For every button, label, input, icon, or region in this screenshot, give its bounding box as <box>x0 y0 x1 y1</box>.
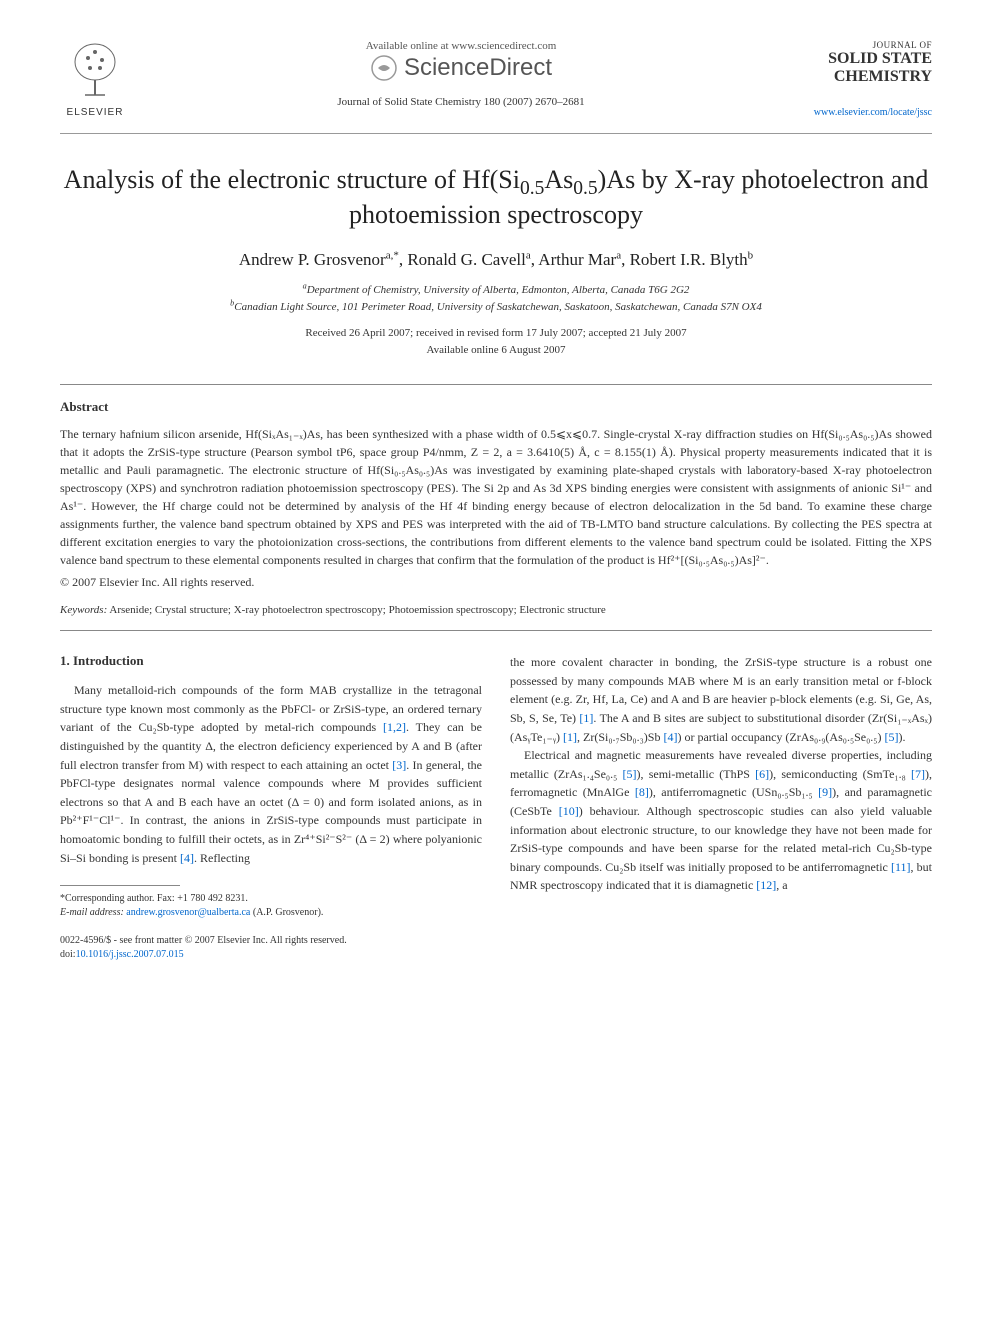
issn-line: 0022-4596/$ - see front matter © 2007 El… <box>60 934 482 948</box>
intro-text-1d: . Reflecting <box>194 851 250 865</box>
ref-link-5[interactable]: [5] <box>885 730 899 744</box>
footnote-rule <box>60 885 180 886</box>
ref-link-5b[interactable]: [5] <box>623 767 637 781</box>
ref-link-12[interactable]: [12] <box>756 878 776 892</box>
intro-heading: 1. Introduction <box>60 653 482 669</box>
title-pre: Analysis of the electronic structure of … <box>64 165 520 194</box>
corresponding-footnote: *Corresponding author. Fax: +1 780 492 8… <box>60 892 482 906</box>
sciencedirect-brand: ScienceDirect <box>150 54 772 82</box>
doi-label: doi: <box>60 949 76 960</box>
left-column: 1. Introduction Many metalloid-rich comp… <box>60 653 482 962</box>
doi-value[interactable]: 10.1016/j.jssc.2007.07.015 <box>76 949 184 960</box>
author-2-aff: a <box>526 250 531 262</box>
elsevier-logo: ELSEVIER <box>60 40 130 125</box>
intro-text-2c: , Zr(Si₀.₇Sb₀.₃)Sb <box>577 730 663 744</box>
author-2: Ronald G. Cavell <box>407 250 526 269</box>
ref-link-3[interactable]: [3] <box>392 758 406 772</box>
intro-text-2e: ). <box>899 730 906 744</box>
sciencedirect-text: ScienceDirect <box>404 54 552 82</box>
journal-name-line1: SOLID STATE <box>792 50 932 68</box>
author-3-aff: a <box>616 250 621 262</box>
ref-link-4[interactable]: [4] <box>180 851 194 865</box>
intro-text-3c: ), semiconducting (SmTe₁.₈ <box>769 767 911 781</box>
title-sub1: 0.5 <box>520 178 544 199</box>
sciencedirect-icon <box>370 54 398 82</box>
body-columns: 1. Introduction Many metalloid-rich comp… <box>60 653 932 962</box>
ref-link-1-2[interactable]: [1,2] <box>383 720 406 734</box>
email-label: E-mail address: <box>60 907 126 918</box>
author-3: Arthur Mar <box>538 250 616 269</box>
intro-text-2d: ) or partial occupancy (ZrAs₀.₉(As₀.₅Se₀… <box>677 730 884 744</box>
doi-line: doi:10.1016/j.jssc.2007.07.015 <box>60 948 482 962</box>
affiliations-block: aDepartment of Chemistry, University of … <box>60 282 932 315</box>
ref-link-6[interactable]: [6] <box>755 767 769 781</box>
header-row: ELSEVIER Available online at www.science… <box>60 40 932 125</box>
available-online-text: Available online at www.sciencedirect.co… <box>150 40 772 52</box>
online-date: Available online 6 August 2007 <box>60 342 932 359</box>
right-column: the more covalent character in bonding, … <box>510 653 932 962</box>
author-1-star: * <box>393 250 399 262</box>
affiliation-b: bCanadian Light Source, 101 Perimeter Ro… <box>60 299 932 316</box>
abstract-copyright: © 2007 Elsevier Inc. All rights reserved… <box>60 575 932 590</box>
title-mid: As <box>544 165 573 194</box>
abstract-top-rule <box>60 384 932 385</box>
journal-citation: Journal of Solid State Chemistry 180 (20… <box>150 96 772 108</box>
email-suffix: (A.P. Grosvenor). <box>250 907 323 918</box>
journal-url[interactable]: www.elsevier.com/locate/jssc <box>792 107 932 118</box>
ref-link-9[interactable]: [9] <box>818 785 832 799</box>
ref-link-10[interactable]: [10] <box>559 804 579 818</box>
intro-para-2: Electrical and magnetic measurements hav… <box>510 746 932 895</box>
intro-text-3i: , a <box>776 878 787 892</box>
keywords-label: Keywords: <box>60 604 107 616</box>
center-header: Available online at www.sciencedirect.co… <box>130 40 792 108</box>
intro-para-1-cont: the more covalent character in bonding, … <box>510 653 932 746</box>
affiliation-a-text: Department of Chemistry, University of A… <box>307 284 690 296</box>
intro-text-3b: ), semi-metallic (ThPS <box>637 767 756 781</box>
email-footnote: E-mail address: andrew.grosvenor@ualbert… <box>60 906 482 920</box>
intro-para-1: Many metalloid-rich compounds of the for… <box>60 681 482 867</box>
abstract-bottom-rule <box>60 630 932 631</box>
email-address[interactable]: andrew.grosvenor@ualberta.ca <box>126 907 250 918</box>
journal-of-label: JOURNAL OF <box>792 40 932 50</box>
title-sub2: 0.5 <box>573 178 597 199</box>
received-date: Received 26 April 2007; received in revi… <box>60 325 932 342</box>
ref-link-11[interactable]: [11] <box>891 860 911 874</box>
author-4-aff: b <box>748 250 754 262</box>
abstract-heading: Abstract <box>60 399 932 415</box>
keywords-line: Keywords: Arsenide; Crystal structure; X… <box>60 604 932 616</box>
ref-link-7[interactable]: [7] <box>911 767 925 781</box>
author-4: Robert I.R. Blyth <box>630 250 748 269</box>
header-rule <box>60 133 932 134</box>
publisher-name: ELSEVIER <box>67 107 124 118</box>
intro-text-1c: . In general, the PbFCl-type designates … <box>60 758 482 865</box>
journal-name-line2: CHEMISTRY <box>792 68 932 86</box>
affiliation-a: aDepartment of Chemistry, University of … <box>60 282 932 299</box>
ref-link-1c[interactable]: [1] <box>563 730 577 744</box>
journal-right-block: JOURNAL OF SOLID STATE CHEMISTRY www.els… <box>792 40 932 118</box>
intro-text-3e: ), antiferromagnetic (USn₀.₅Sb₁.₅ <box>649 785 818 799</box>
abstract-text: The ternary hafnium silicon arsenide, Hf… <box>60 425 932 569</box>
ref-link-1b[interactable]: [1] <box>579 711 593 725</box>
elsevier-tree-icon <box>60 40 130 105</box>
footer-block: 0022-4596/$ - see front matter © 2007 El… <box>60 934 482 962</box>
author-1: Andrew P. Grosvenor <box>239 250 386 269</box>
ref-link-8[interactable]: [8] <box>635 785 649 799</box>
keywords-text: Arsenide; Crystal structure; X-ray photo… <box>107 604 606 616</box>
affiliation-b-text: Canadian Light Source, 101 Perimeter Roa… <box>234 301 762 313</box>
article-title: Analysis of the electronic structure of … <box>60 162 932 232</box>
dates-block: Received 26 April 2007; received in revi… <box>60 325 932 358</box>
ref-link-4b[interactable]: [4] <box>663 730 677 744</box>
authors-line: Andrew P. Grosvenora,*, Ronald G. Cavell… <box>60 250 932 270</box>
